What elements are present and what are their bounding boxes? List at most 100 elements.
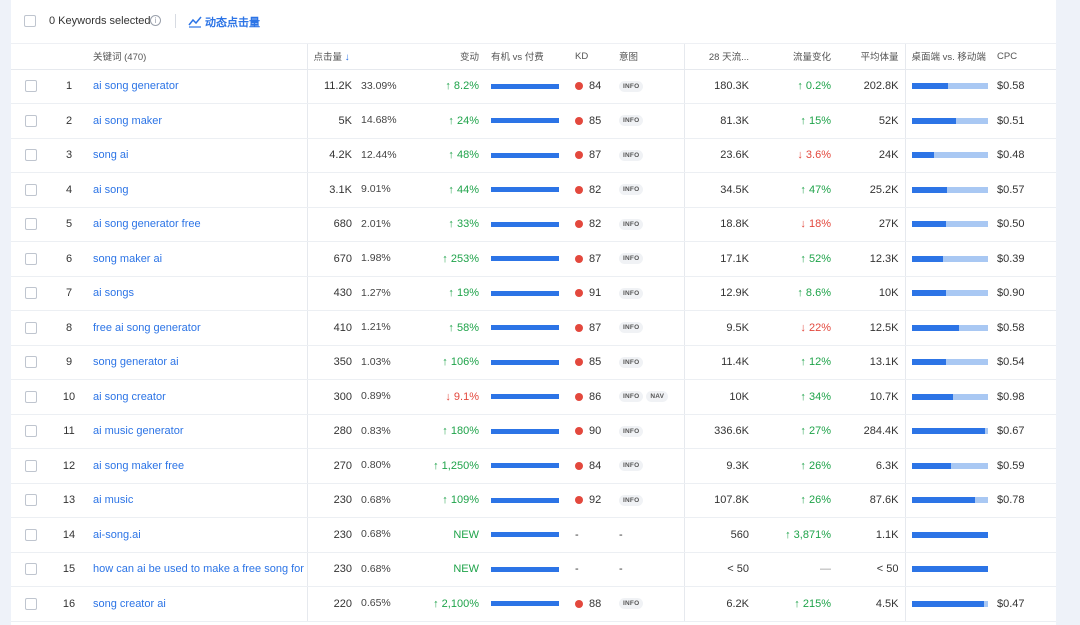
table-row[interactable]: 16 song creator ai 220 0.65% ↑ 2,100% 88…: [11, 586, 1056, 622]
keyword-cell: ai music: [87, 483, 308, 518]
cpc-value: $0.50: [991, 207, 1056, 242]
header-organic-vs-paid[interactable]: 有机 vs 付费: [485, 44, 569, 70]
header-desktop-vs-mobile[interactable]: 桌面端 vs. 移动端: [905, 44, 991, 70]
keyword-link[interactable]: free ai song generator: [93, 321, 201, 334]
sort-desc-icon[interactable]: ↓: [344, 52, 350, 64]
cpc-value: -: [991, 552, 1056, 587]
keyword-link[interactable]: ai song generator free: [93, 218, 201, 231]
keyword-link[interactable]: ai song: [93, 183, 129, 196]
traffic-28d-value: 10K: [684, 379, 755, 415]
clicks-value: 270: [333, 459, 352, 472]
table-row[interactable]: 9 song generator ai 350 1.03% ↑ 106% 85 …: [11, 345, 1056, 380]
traffic-28d-value: 18.8K: [684, 207, 755, 242]
row-checkbox[interactable]: [25, 183, 37, 196]
header-traffic-change[interactable]: 流量变化: [755, 44, 837, 70]
organic-vs-paid-cell: [485, 172, 569, 208]
row-checkbox[interactable]: [25, 356, 37, 369]
table-row[interactable]: 5 ai song generator free 680 2.01% ↑ 33%…: [11, 207, 1056, 242]
keyword-link[interactable]: ai music: [93, 494, 134, 507]
keyword-link[interactable]: song creator ai: [93, 597, 166, 610]
intent-cell: INFO: [613, 276, 685, 311]
organic-vs-paid-bar: [491, 428, 559, 434]
select-all-checkbox[interactable]: [24, 15, 36, 27]
avg-volume-value: 1.1K: [837, 517, 906, 553]
intent-badge: INFO: [619, 80, 644, 92]
avg-volume-value: 10.7K: [837, 379, 906, 415]
keyword-link[interactable]: ai song creator: [93, 390, 166, 403]
header-change[interactable]: 变动: [415, 44, 485, 70]
header-checkbox-cell: [11, 44, 51, 70]
row-checkbox[interactable]: [25, 252, 37, 265]
table-row[interactable]: 14 ai-song.ai 230 0.68% NEW - - 560 ↑ 3,…: [11, 517, 1056, 553]
keyword-link[interactable]: song generator ai: [93, 356, 179, 369]
keyword-link[interactable]: ai-song.ai: [93, 528, 141, 541]
traffic-change-value: ↓ 18%: [755, 207, 837, 242]
desktop-share-fill: [911, 117, 957, 124]
keyword-link[interactable]: song maker ai: [93, 252, 163, 265]
table-row[interactable]: 13 ai music 230 0.68% ↑ 109% 92 INFO 107…: [11, 483, 1056, 518]
header-kd[interactable]: KD: [569, 44, 613, 70]
intent-cell: INFO: [613, 69, 685, 104]
table-row[interactable]: 11 ai music generator 280 0.83% ↑ 180% 9…: [11, 414, 1056, 449]
row-checkbox[interactable]: [25, 597, 37, 610]
keyword-link[interactable]: ai song maker: [93, 114, 163, 127]
row-checkbox[interactable]: [25, 218, 37, 231]
traffic-28d-value: 12.9K: [684, 276, 755, 311]
traffic-28d-value: 9.3K: [684, 448, 755, 484]
organic-vs-paid-bar: [491, 118, 559, 124]
table-row[interactable]: 15 how can ai be used to make a free son…: [11, 552, 1056, 587]
row-checkbox[interactable]: [25, 114, 37, 127]
header-traffic-28d[interactable]: 28 天流...: [684, 44, 755, 70]
table-row[interactable]: 10 ai song creator 300 0.89% ↓ 9.1% 86 I…: [11, 379, 1056, 415]
organic-vs-paid-cell: [485, 69, 569, 104]
table-row[interactable]: 7 ai songs 430 1.27% ↑ 19% 91 INFO 12.9K…: [11, 276, 1056, 311]
dynamic-clicks-button[interactable]: 动态点击量: [205, 17, 260, 29]
keyword-link[interactable]: how can ai be used to make a free song f…: [93, 563, 304, 576]
row-checkbox[interactable]: [25, 563, 37, 576]
row-checkbox[interactable]: [25, 80, 37, 93]
toolbar: 0 Keywords selected i 动态点击量: [11, 0, 1056, 44]
table-row[interactable]: 3 song ai 4.2K 12.44% ↑ 48% 87 INFO 23.6…: [11, 138, 1056, 173]
keyword-link[interactable]: ai song generator: [93, 80, 179, 93]
keyword-cell: ai-song.ai: [87, 517, 308, 553]
keyword-cell: song ai: [87, 138, 308, 173]
desktop-vs-mobile-cell: [905, 379, 991, 415]
desktop-share-fill: [911, 221, 947, 228]
desktop-vs-mobile-cell: [905, 483, 991, 518]
kd-cell: 87: [569, 310, 613, 346]
row-checkbox[interactable]: [25, 149, 37, 162]
row-checkbox[interactable]: [25, 459, 37, 472]
row-checkbox[interactable]: [25, 425, 37, 438]
keyword-link[interactable]: ai songs: [93, 287, 134, 300]
row-checkbox[interactable]: [25, 321, 37, 334]
table-row[interactable]: 6 song maker ai 670 1.98% ↑ 253% 87 INFO…: [11, 241, 1056, 277]
row-checkbox[interactable]: [25, 287, 37, 300]
clicks-cell: 5K 14.68%: [307, 103, 415, 139]
row-checkbox[interactable]: [25, 528, 37, 541]
keyword-link[interactable]: ai music generator: [93, 425, 184, 438]
clicks-share-percent: 1.03%: [361, 355, 391, 368]
clicks-value: 4.2K: [329, 149, 352, 162]
table-row[interactable]: 1 ai song generator 11.2K 33.09% ↑ 8.2% …: [11, 69, 1056, 104]
table-row[interactable]: 8 free ai song generator 410 1.21% ↑ 58%…: [11, 310, 1056, 346]
info-icon[interactable]: i: [150, 15, 161, 26]
cpc-value: $0.58: [991, 69, 1056, 104]
header-avg-volume[interactable]: 平均体量: [837, 44, 906, 70]
header-intent[interactable]: 意图: [613, 44, 685, 70]
row-index: 11: [51, 414, 87, 449]
header-clicks[interactable]: 点击量 ↓: [307, 44, 415, 70]
row-checkbox[interactable]: [25, 390, 37, 403]
row-checkbox-cell: [11, 276, 51, 311]
clicks-share: 0.68%: [361, 563, 409, 575]
keyword-link[interactable]: ai song maker free: [93, 459, 185, 472]
row-checkbox[interactable]: [25, 494, 37, 507]
organic-vs-paid-bar: [491, 187, 559, 193]
keyword-link[interactable]: song ai: [93, 149, 129, 162]
trend-chart-icon[interactable]: [188, 14, 202, 28]
table-row[interactable]: 4 ai song 3.1K 9.01% ↑ 44% 82 INFO 34.5K…: [11, 172, 1056, 208]
header-cpc[interactable]: CPC: [991, 44, 1056, 70]
table-row[interactable]: 12 ai song maker free 270 0.80% ↑ 1,250%…: [11, 448, 1056, 484]
header-keyword[interactable]: 关键词 (470): [87, 44, 308, 70]
table-row[interactable]: 2 ai song maker 5K 14.68% ↑ 24% 85 INFO …: [11, 103, 1056, 139]
organic-vs-paid-cell: [485, 379, 569, 415]
